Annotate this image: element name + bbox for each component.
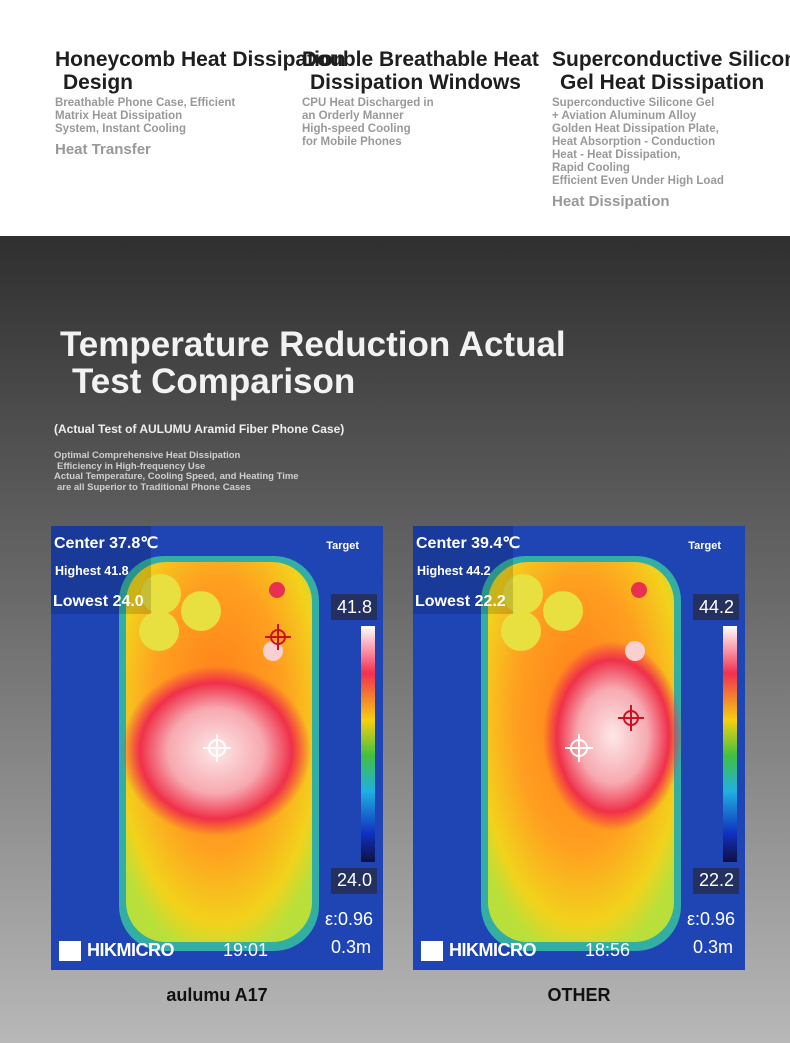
title-line: Temperature Reduction Actual: [60, 325, 566, 364]
feature-title: Superconductive Silicone: [552, 48, 790, 71]
lowest: Lowest 22.2: [415, 593, 506, 610]
scale-min: 24.0: [337, 870, 373, 890]
time: 19:01: [223, 940, 269, 960]
notes: Optimal Comprehensive Heat Dissipation Ef…: [54, 450, 299, 493]
emissivity: ε:0.96: [325, 909, 374, 929]
main-title: Temperature Reduction Actual Test Compar…: [60, 326, 566, 400]
feature-line: Efficient Even Under High Load: [552, 175, 724, 187]
feature-footer: Heat Dissipation: [552, 193, 670, 210]
feature-line: Heat Absorption - Conduction: [552, 136, 716, 148]
caption: OTHER: [547, 985, 611, 1005]
feature-title: Gel Heat Dissipation: [560, 71, 765, 94]
feature-line: Rapid Cooling: [552, 162, 630, 174]
feature-title: Dissipation Windows: [310, 71, 521, 94]
feature-line: Heat - Heat Dissipation,: [552, 149, 681, 161]
feature: Superconductive Silicone Gel Heat Dissipa…: [552, 48, 790, 210]
feature-footer: Heat Transfer: [55, 141, 151, 158]
feature-desc: Superconductive Silicone Gel + Aviation A…: [552, 97, 790, 187]
note-line: Actual Temperature, Cooling Speed, and H…: [54, 471, 299, 482]
caption: aulumu A17: [166, 985, 268, 1005]
thermal-image: [413, 526, 745, 970]
thermal-panel: Center 37.8℃ Highest 41.8 Lowest 24.0 Targe…: [51, 526, 383, 970]
brand-logo: [421, 941, 443, 961]
feature-title: Design: [63, 71, 134, 94]
feature-title: Double Breathable Heat: [302, 48, 539, 71]
title-line: Test Comparison: [72, 362, 356, 401]
target: Target: [326, 540, 359, 552]
center: Center 37.8℃: [54, 535, 159, 552]
feature-line: Matrix Heat Dissipation: [55, 110, 183, 122]
highest: Highest 44.2: [417, 564, 491, 578]
feature-line: Superconductive Silicone Gel: [552, 97, 715, 109]
thermal-image: [51, 526, 383, 970]
center: Center 39.4℃: [416, 535, 521, 552]
feature-line: Breathable Phone Case, Efficient: [55, 97, 236, 109]
feature-line: CPU Heat Discharged in: [302, 97, 434, 109]
note-line: Optimal Comprehensive Heat Dissipation: [54, 450, 241, 461]
distance: 0.3m: [693, 937, 734, 957]
scale-max: 44.2: [699, 597, 735, 617]
features-section: Honeycomb Heat Dissipation Design Breathab…: [0, 0, 790, 236]
emissivity: ε:0.96: [687, 909, 736, 929]
target: Target: [688, 540, 721, 552]
distance: 0.3m: [331, 937, 372, 957]
feature-desc: Breathable Phone Case, Efficient Matrix H…: [55, 97, 346, 135]
feature-line: + Aviation Aluminum Alloy: [552, 110, 697, 122]
feature-line: for Mobile Phones: [302, 136, 402, 148]
feature-title: Honeycomb Heat Dissipation: [55, 48, 346, 71]
note-line: Efficiency in High-frequency Use: [57, 460, 206, 472]
brand: HIKMICRO: [87, 940, 175, 960]
feature-desc: CPU Heat Discharged in an Orderly Manner H…: [302, 97, 539, 148]
subtitle: (Actual Test of AULUMU Aramid Fiber Phon…: [54, 422, 345, 436]
lowest: Lowest 24.0: [53, 593, 144, 610]
thermal-panel: Center 39.4℃ Highest 44.2 Lowest 22.2 Targe…: [413, 526, 745, 970]
feature: Honeycomb Heat Dissipation Design Breathab…: [55, 48, 346, 158]
note-line: are all Superior to Traditional Phone Ca…: [57, 481, 251, 493]
feature-line: Golden Heat Dissipation Plate,: [552, 123, 719, 135]
feature-line: System, Instant Cooling: [55, 123, 186, 135]
scale-min: 22.2: [699, 870, 735, 890]
feature-line: an Orderly Manner: [302, 110, 404, 122]
highest: Highest 41.8: [55, 564, 129, 578]
time: 18:56: [585, 940, 631, 960]
scale-max: 41.8: [337, 597, 373, 617]
feature-line: High-speed Cooling: [302, 123, 411, 135]
brand-logo: [59, 941, 81, 961]
brand: HIKMICRO: [449, 940, 537, 960]
feature: Double Breathable Heat Dissipation Window…: [302, 48, 539, 148]
